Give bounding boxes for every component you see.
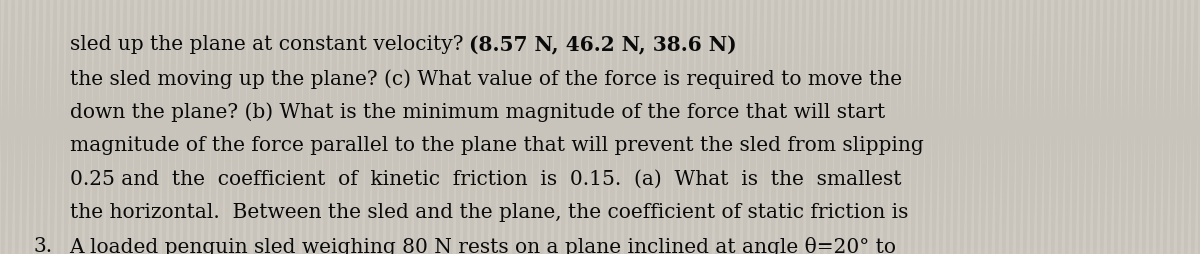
Text: 0.25 and  the  coefficient  of  kinetic  friction  is  0.15.  (a)  What  is  the: 0.25 and the coefficient of kinetic fric… [70,169,901,188]
Text: down the plane? (b) What is the minimum magnitude of the force that will start: down the plane? (b) What is the minimum … [70,102,884,122]
Text: sled up the plane at constant velocity?: sled up the plane at constant velocity? [70,35,469,54]
Text: magnitude of the force parallel to the plane that will prevent the sled from sli: magnitude of the force parallel to the p… [70,136,923,155]
Text: A loaded penguin sled weighing 80 N rests on a plane inclined at angle θ=20° to: A loaded penguin sled weighing 80 N rest… [70,236,896,254]
Text: 3.: 3. [34,236,53,254]
Text: (8.57 N, 46.2 N, 38.6 N): (8.57 N, 46.2 N, 38.6 N) [469,35,737,55]
Text: the sled moving up the plane? (c) What value of the force is required to move th: the sled moving up the plane? (c) What v… [70,69,901,88]
Text: the horizontal.  Between the sled and the plane, the coefficient of static frict: the horizontal. Between the sled and the… [70,203,908,222]
